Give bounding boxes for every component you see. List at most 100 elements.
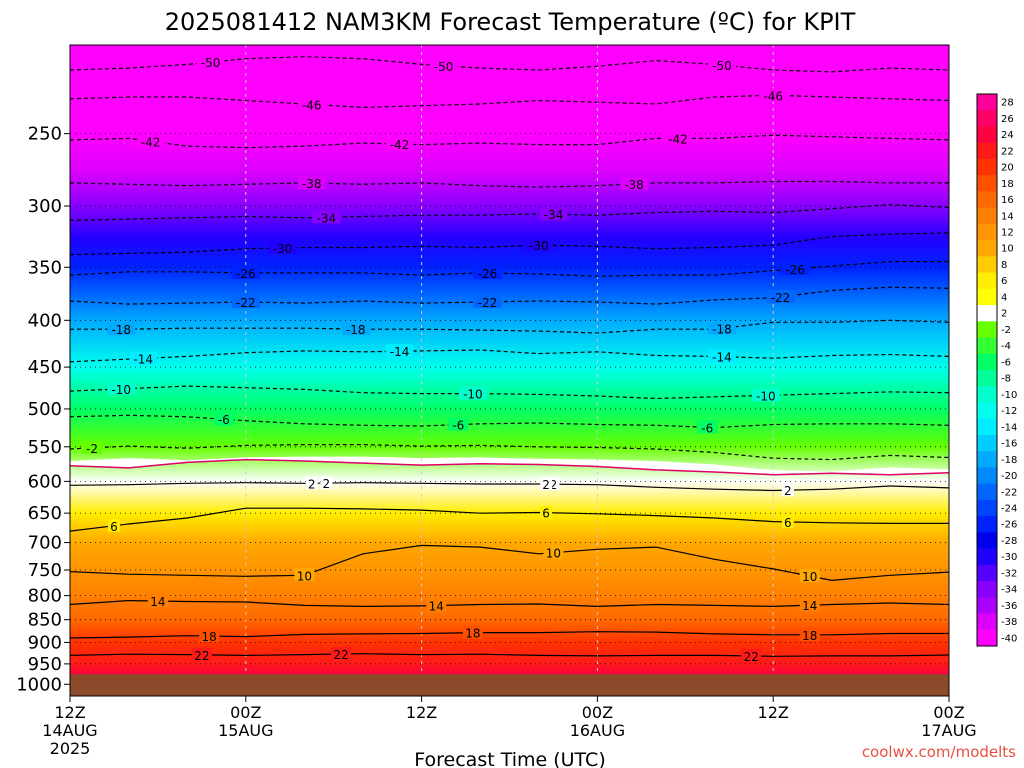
colorbar-swatch — [977, 191, 997, 209]
contour-label-bg — [312, 210, 341, 224]
colorbar-label: -14 — [1001, 422, 1017, 433]
colorbar-label: -16 — [1001, 439, 1017, 450]
colorbar-swatch — [977, 483, 997, 501]
colorbar-label: 10 — [1001, 244, 1014, 255]
colorbar-label: 6 — [1001, 276, 1007, 287]
colorbar-frame — [976, 93, 998, 647]
colorbar-label: -40 — [1001, 633, 1017, 644]
contour-label-bg — [268, 240, 297, 254]
contour-label: 18 — [802, 629, 817, 643]
colorbar-label: 26 — [1001, 114, 1014, 125]
contour-label: -46 — [763, 89, 783, 103]
colorbar-swatch — [977, 126, 997, 144]
contour-label: -26 — [785, 263, 805, 277]
colorbar-label: -26 — [1001, 520, 1017, 531]
contour-label-bg — [129, 351, 158, 365]
x-tick-label: 15AUG — [218, 721, 273, 740]
contour-label-bg — [320, 476, 333, 490]
contour-label-bg — [305, 476, 318, 490]
contour-label-bg — [620, 176, 649, 190]
contour-label: 6 — [784, 516, 792, 530]
contour-label: -50 — [201, 56, 221, 70]
contour-label: -10 — [111, 383, 131, 397]
contour-label: -38 — [624, 178, 644, 192]
contour-label-bg — [473, 266, 502, 280]
contour-label-bg — [759, 88, 788, 102]
contour-label-bg — [107, 518, 120, 532]
x-tick-label: 12Z — [758, 703, 789, 722]
colorbar-swatch — [977, 142, 997, 160]
contour-label: -30 — [273, 242, 293, 256]
contour-label: 22 — [744, 650, 759, 664]
contour-label-bg — [199, 629, 220, 643]
contour-label: -42 — [141, 135, 161, 149]
contour-label-bg — [540, 505, 553, 519]
contour-label: 2 — [308, 477, 316, 491]
colorbar-label: -36 — [1001, 601, 1017, 612]
contour-label-bg — [799, 569, 820, 583]
contour-label: -22 — [771, 291, 791, 305]
contour-label-bg — [385, 137, 414, 151]
y-axis-ticks: 2503003504004505005506006507007508008509… — [16, 124, 70, 695]
contour-label: -34 — [544, 208, 564, 222]
contour-label-bg — [781, 261, 810, 275]
contour-label-bg — [213, 412, 234, 426]
colorbar-swatch — [977, 613, 997, 631]
colorbar-swatch — [977, 499, 997, 517]
contour-label: -26 — [478, 267, 498, 281]
contour-label: -30 — [529, 239, 549, 253]
colorbar-swatch — [977, 353, 997, 371]
contour-label: -18 — [712, 322, 732, 336]
colorbar-label: 12 — [1001, 228, 1014, 239]
contour-label-bg — [147, 594, 168, 608]
y-tick-label: 250 — [28, 124, 62, 145]
colorbar-swatch — [977, 402, 997, 420]
contour-label-bg — [426, 598, 447, 612]
contour-label: -22 — [236, 296, 256, 310]
contour-label: 2 — [784, 484, 792, 498]
contour-label: 18 — [202, 630, 217, 644]
contour-label: 14 — [150, 595, 165, 609]
contour-label: -18 — [346, 323, 366, 337]
y-tick-label: 650 — [28, 503, 62, 524]
colorbar-label: -30 — [1001, 552, 1017, 563]
colorbar-swatch — [977, 337, 997, 355]
y-tick-label: 950 — [28, 654, 62, 675]
contour-label-bg — [707, 58, 736, 72]
y-tick-label: 750 — [28, 560, 62, 581]
x-tick-label: 00Z — [230, 703, 261, 722]
contour-label: -42 — [668, 132, 688, 146]
colorbar-swatch — [977, 629, 997, 647]
ground-below-surface — [70, 674, 949, 696]
contour-label-bg — [751, 388, 780, 402]
contour-label-bg — [781, 514, 794, 528]
colorbar-swatch — [977, 207, 997, 225]
contour-label: 10 — [802, 570, 817, 584]
contour-label: -14 — [133, 352, 153, 366]
credit-text: coolwx.com/modelts — [862, 743, 1016, 761]
colorbar-swatch — [977, 581, 997, 598]
contour-label: -2 — [86, 442, 98, 456]
contour-label: 10 — [546, 547, 561, 561]
colorbar-swatch — [977, 158, 997, 176]
contour-label: 14 — [802, 599, 817, 613]
plot-area: -50 -50 -50 -46 -46 -42 -42 -42 -38 -38 -34 -34 -30 -… — [70, 45, 949, 696]
y-tick-label: 1000 — [16, 674, 62, 695]
contour-label-bg — [448, 417, 469, 431]
y-tick-label: 300 — [28, 196, 62, 217]
contour-label-bg — [741, 648, 762, 662]
contour-label-bg — [663, 131, 692, 145]
contour-label: 6 — [542, 507, 550, 521]
contour-label: -10 — [756, 389, 776, 403]
contour-label: -6 — [452, 419, 464, 433]
contour-label-bg — [707, 349, 736, 363]
contour-labels: -50 -50 -50 -46 -46 -42 -42 -42 -38 -38 -34 -34 -30 -… — [81, 55, 820, 664]
contour-label: -26 — [236, 267, 256, 281]
colorbar-label: -34 — [1001, 585, 1017, 596]
x-tick-label: 16AUG — [570, 721, 625, 740]
contour-label-bg — [799, 598, 820, 612]
y-tick-label: 800 — [28, 586, 62, 607]
colorbar-label: 18 — [1001, 179, 1014, 190]
contour-label: -10 — [463, 388, 483, 402]
